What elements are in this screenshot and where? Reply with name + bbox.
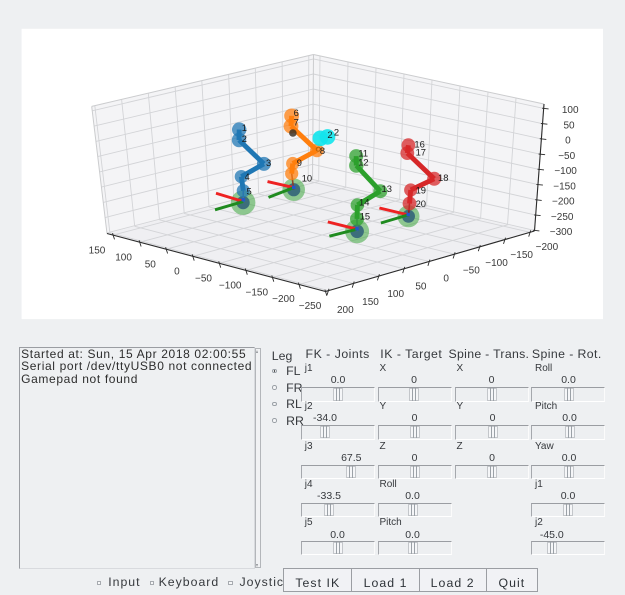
svg-text:1: 1 xyxy=(242,122,247,133)
svg-text:−150: −150 xyxy=(510,250,533,261)
svg-text:100: 100 xyxy=(387,289,404,300)
svg-text:−50: −50 xyxy=(195,273,212,284)
svg-text:2: 2 xyxy=(334,127,339,138)
svg-text:150: 150 xyxy=(89,246,106,257)
svg-text:10: 10 xyxy=(302,172,312,183)
svg-text:50: 50 xyxy=(145,259,157,270)
svg-text:0: 0 xyxy=(174,266,180,277)
svg-text:−250: −250 xyxy=(551,212,574,223)
svg-text:100: 100 xyxy=(562,105,579,116)
svg-text:200: 200 xyxy=(337,305,354,316)
svg-text:7: 7 xyxy=(294,116,299,127)
svg-text:−150: −150 xyxy=(553,181,576,192)
svg-text:4: 4 xyxy=(245,171,250,182)
svg-text:18: 18 xyxy=(438,172,448,183)
svg-text:13: 13 xyxy=(382,183,392,194)
svg-text:0: 0 xyxy=(565,136,571,147)
svg-text:50: 50 xyxy=(563,120,575,131)
svg-text:−50: −50 xyxy=(558,151,575,162)
svg-text:−300: −300 xyxy=(550,227,573,238)
svg-text:−100: −100 xyxy=(485,258,508,269)
svg-text:5: 5 xyxy=(247,185,252,196)
svg-text:16: 16 xyxy=(414,139,424,150)
svg-text:2: 2 xyxy=(327,129,332,140)
svg-text:−250: −250 xyxy=(299,301,322,312)
svg-text:6: 6 xyxy=(294,107,299,118)
svg-text:100: 100 xyxy=(115,253,132,264)
svg-text:50: 50 xyxy=(415,281,427,292)
svg-text:−200: −200 xyxy=(552,197,575,208)
svg-text:−50: −50 xyxy=(463,266,480,277)
svg-text:15: 15 xyxy=(360,210,370,221)
svg-text:8: 8 xyxy=(320,145,325,156)
svg-text:3: 3 xyxy=(266,157,271,168)
svg-text:17: 17 xyxy=(416,146,426,157)
svg-text:20: 20 xyxy=(416,198,426,209)
svg-text:−200: −200 xyxy=(272,294,295,305)
svg-text:9: 9 xyxy=(297,157,302,168)
svg-text:2: 2 xyxy=(242,133,247,144)
svg-text:11: 11 xyxy=(358,148,368,159)
svg-text:12: 12 xyxy=(358,157,368,168)
svg-text:−100: −100 xyxy=(219,280,242,291)
svg-text:−100: −100 xyxy=(554,166,577,177)
svg-text:0: 0 xyxy=(443,274,449,285)
svg-text:−200: −200 xyxy=(536,242,559,253)
svg-text:−150: −150 xyxy=(246,287,269,298)
svg-text:19: 19 xyxy=(416,184,426,195)
svg-text:14: 14 xyxy=(359,196,369,207)
svg-text:150: 150 xyxy=(362,297,379,308)
